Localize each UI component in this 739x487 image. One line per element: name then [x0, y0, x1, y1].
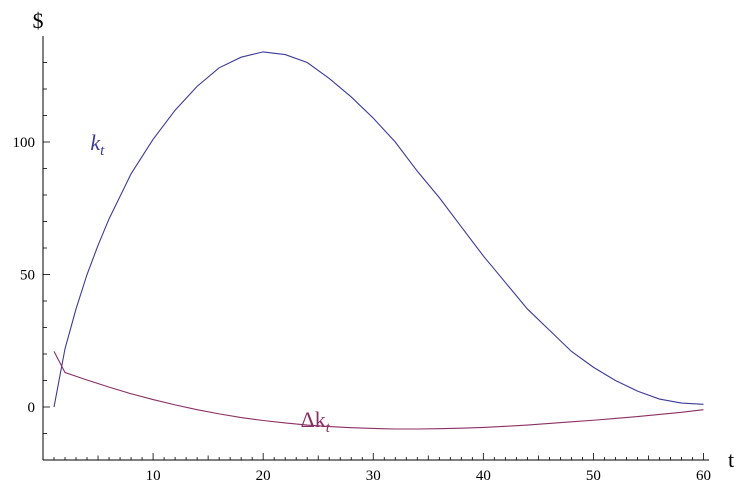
series: kt Δkt	[53, 51, 704, 436]
series-label-1: Δkt	[301, 407, 331, 436]
x-tick-label: 50	[586, 468, 601, 484]
y-tick-label: 100	[13, 135, 36, 151]
ticks: 10 20 30 40 50 60 0 50 100	[13, 62, 711, 484]
y-axis-title: $	[33, 8, 44, 33]
series-line-0	[53, 51, 704, 408]
series-line-1	[53, 351, 704, 430]
x-tick-label: 40	[476, 468, 491, 484]
y-tick-label: 0	[28, 400, 36, 416]
x-axis-title: t	[728, 447, 734, 472]
x-tick-label: 10	[146, 468, 161, 484]
x-tick-label: 20	[256, 468, 271, 484]
x-tick-label: 30	[366, 468, 381, 484]
y-tick-label: 50	[20, 268, 35, 284]
x-tick-label: 60	[696, 468, 711, 484]
series-label-0: kt	[90, 130, 105, 159]
